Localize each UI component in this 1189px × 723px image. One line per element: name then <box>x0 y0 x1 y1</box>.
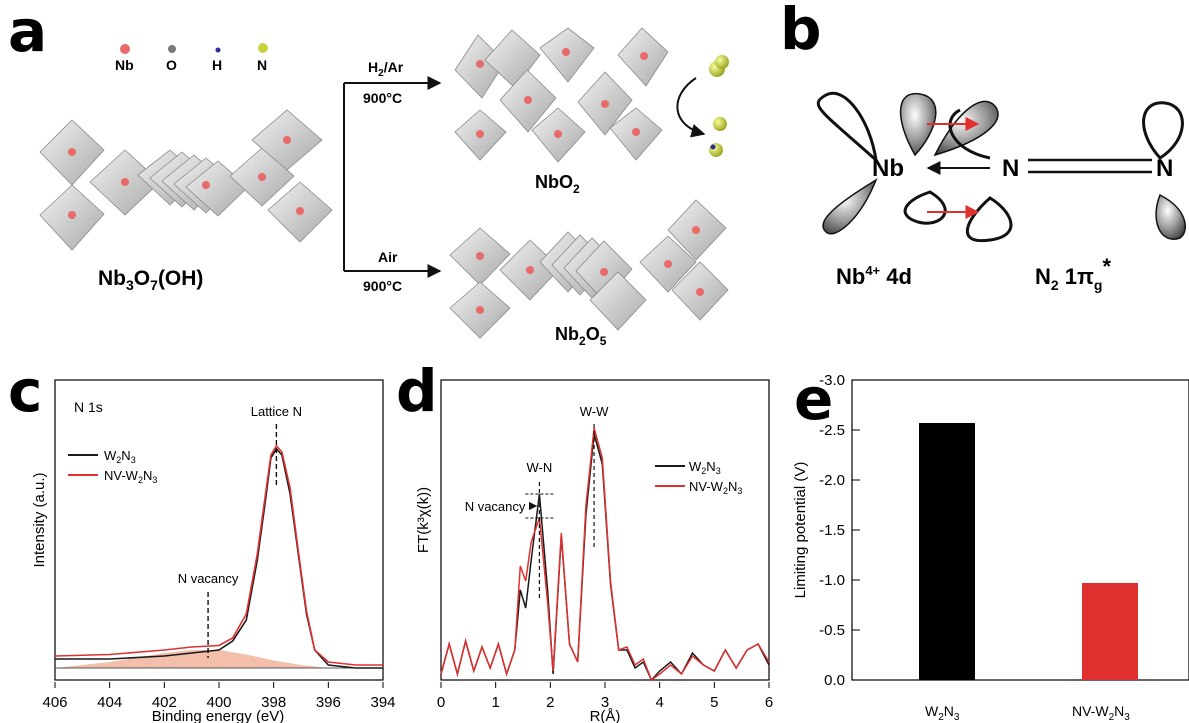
chart-d-annotations: W-N W-W N vacancy <box>465 404 609 600</box>
c-x-tick-label: 400 <box>206 694 231 711</box>
c-x-tick-label: 402 <box>152 694 177 711</box>
chart-c-inset-label: N 1s <box>74 399 103 415</box>
d-x-tick-label: 3 <box>601 694 609 711</box>
c-x-tick-label: 404 <box>97 694 122 711</box>
n-atom-label-right: N <box>1156 155 1173 182</box>
bottom-arrow-temp: 900°C <box>363 278 402 294</box>
legend-nb: Nb <box>115 57 134 73</box>
chart-e-y-tick-label: -2.5 <box>819 422 845 439</box>
orbital-diagram <box>816 91 1187 243</box>
nbo2-structure-image <box>454 27 669 163</box>
chart-e-frame <box>851 379 1189 681</box>
nb2o5-structure-image <box>449 199 729 339</box>
chart-e-y-tick-label: -2.0 <box>819 472 845 489</box>
d-x-tick-label: 4 <box>655 694 663 711</box>
chart-c-annotation-lattice-n: Lattice N <box>251 404 302 419</box>
chart-c-frame <box>54 379 384 681</box>
chart-d-legend-w2n3: W2N3 <box>689 459 721 476</box>
n2-orbital-label: N2 1πg* <box>1035 254 1111 293</box>
d-x-tick-label: 1 <box>491 694 499 711</box>
chart-e-y-ticks: 0.0 -0.5 -1.0 -1.5 -2.0 -2.5 -3.0 <box>819 372 860 689</box>
chart-c-legend: W2N3 NV-W2N3 <box>68 448 157 485</box>
chart-e-category-w2n3: W2N3 <box>925 703 960 723</box>
chart-c-ylabel: Intensity (a.u.) <box>31 472 48 567</box>
panel-letter-e: e <box>794 365 834 433</box>
chart-c-series-nv-w2n3 <box>54 444 383 666</box>
chart-e-y-tick-label: -1.5 <box>819 522 845 539</box>
chart-d-series-nv-w2n3 <box>440 427 770 682</box>
panel-b: Nb N N Nb4+ 4d N2 1πg* <box>816 91 1187 293</box>
c-x-tick-label: 406 <box>42 694 67 711</box>
d-x-tick-label: 0 <box>437 694 445 711</box>
chart-d-annotation-w-w: W-W <box>580 404 609 419</box>
product-bottom-formula: Nb2O5 <box>555 324 607 348</box>
top-arrow-gas: H2/Ar <box>368 59 404 79</box>
chart-d-legend: W2N3 NV-W2N3 <box>655 459 742 496</box>
bottom-arrow-gas: Air <box>378 249 398 265</box>
chart-d-ylabel: FT(k³χ(k)) <box>415 487 432 553</box>
c-x-tick-label: 396 <box>316 694 341 711</box>
h-atom-icon <box>215 47 221 53</box>
n-atom-label-left: N <box>1002 155 1019 182</box>
product-top-formula: NbO2 <box>535 172 580 196</box>
chart-c-vacancy-fill <box>55 650 329 668</box>
chart-e-bar-nv-w2n3 <box>1082 583 1138 680</box>
chart-c-legend-w2n3: W2N3 <box>104 448 136 465</box>
chart-c: N 1s Intensity (a.u.) Binding energy (eV… <box>31 379 396 723</box>
chart-c-annotations: Lattice N N vacancy <box>178 404 302 658</box>
chart-c-x-ticks: 406 404 402 400 398 396 394 <box>42 682 396 711</box>
chart-e: Limiting potential (V) 0.0 -0.5 -1.0 -1.5 -2… <box>792 372 1189 723</box>
reactant-formula: Nb3O7(OH) <box>98 267 203 293</box>
chart-e-y-tick-label: -0.5 <box>819 622 845 639</box>
chart-e-bars <box>919 423 1138 680</box>
chart-d-legend-nv-w2n3: NV-W2N3 <box>689 479 742 496</box>
panel-letter-b: b <box>780 0 822 63</box>
nb-orbital-label: Nb4+ 4d <box>836 263 912 289</box>
legend-n: N <box>257 57 267 73</box>
chart-c-annotation-n-vacancy: N vacancy <box>178 571 239 586</box>
d-x-tick-label: 2 <box>546 694 554 711</box>
chart-c-legend-nv-w2n3: NV-W2N3 <box>104 468 157 485</box>
chart-e-category-nv-w2n3: NV-W2N3 <box>1072 703 1130 723</box>
chart-c-xlabel: Binding energy (eV) <box>152 708 285 723</box>
chart-e-bar-w2n3 <box>919 423 975 680</box>
chart-d-annotation-n-vacancy: N vacancy <box>465 499 526 514</box>
d-x-tick-label: 5 <box>710 694 718 711</box>
c-x-tick-label: 398 <box>261 694 286 711</box>
c-x-tick-label: 394 <box>370 694 395 711</box>
nb-atom-icon <box>120 44 130 54</box>
panel-a: Nb O H N Nb3O7(OH) <box>39 27 729 348</box>
top-arrow-temp: 900°C <box>363 90 402 106</box>
d-x-tick-label: 6 <box>765 694 773 711</box>
chart-e-ylabel: Limiting potential (V) <box>792 462 809 599</box>
panel-letter-a: a <box>8 0 48 65</box>
o-atom-icon <box>168 45 176 53</box>
chart-e-y-tick-label: -1.0 <box>819 572 845 589</box>
chart-d-xlabel: R(Å) <box>590 708 621 723</box>
chart-e-y-tick-label: 0.0 <box>824 672 845 689</box>
legend-h: H <box>212 57 222 73</box>
panel-letter-c: c <box>8 357 43 425</box>
atom-legend: Nb O H N <box>115 43 268 73</box>
panel-letter-d: d <box>396 357 438 425</box>
nb-atom-label: Nb <box>872 155 904 182</box>
chart-d-frame <box>440 379 770 681</box>
n-atom-icon <box>258 43 268 53</box>
chart-e-y-tick-label: -3.0 <box>819 372 845 389</box>
nb3o7oh-structure-image <box>39 109 333 251</box>
reaction-arrows <box>343 76 442 278</box>
legend-o: O <box>166 57 177 73</box>
chart-d-annotation-w-n: W-N <box>527 460 553 475</box>
n2-release-icon <box>676 55 729 157</box>
chart-d-x-ticks: 0 1 2 3 4 5 6 <box>437 682 773 711</box>
